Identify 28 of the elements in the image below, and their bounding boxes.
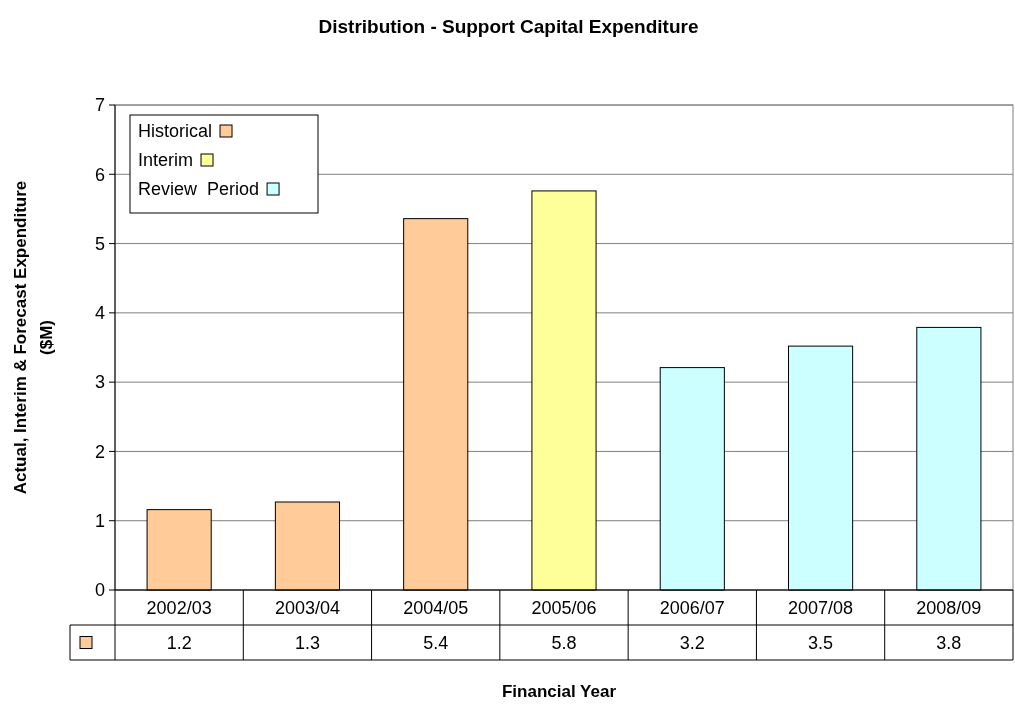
data-label: 3.8 — [936, 632, 962, 653]
y-axis-title: Actual, Interim & Forecast Expenditure ($M) — [11, 180, 56, 495]
y-tick-label: 1 — [94, 511, 105, 532]
x-axis-title: Financial Year — [501, 682, 617, 701]
data-label: 1.3 — [294, 632, 320, 653]
x-tick-label: 2007/08 — [788, 597, 854, 618]
x-tick-label: 2004/05 — [403, 597, 469, 618]
data-label: 3.2 — [679, 632, 705, 653]
x-tick-label: 2008/09 — [916, 597, 982, 618]
x-tick-label: 2003/04 — [274, 597, 340, 618]
x-tick-label: 2005/06 — [531, 597, 597, 618]
y-tick-label: 2 — [94, 441, 105, 462]
y-tick-label: 7 — [94, 95, 105, 116]
y-tick-label: 3 — [94, 372, 105, 393]
data-label: 1.2 — [166, 632, 192, 653]
y-tick-label: 6 — [94, 164, 105, 185]
legend-label: Review Period — [138, 179, 260, 200]
y-tick-label: 4 — [94, 303, 105, 324]
x-tick-label: 2006/07 — [659, 597, 725, 618]
data-label: 5.4 — [423, 632, 449, 653]
data-label: 3.5 — [808, 632, 834, 653]
y-tick-label: 0 — [94, 580, 105, 601]
y-tick-label: 5 — [94, 233, 105, 254]
legend-label: Historical — [138, 121, 213, 142]
legend-label: Interim — [138, 150, 194, 171]
chart-title: Distribution - Support Capital Expenditure — [318, 16, 699, 37]
x-tick-label: 2002/03 — [146, 597, 212, 618]
data-label: 5.8 — [551, 632, 577, 653]
